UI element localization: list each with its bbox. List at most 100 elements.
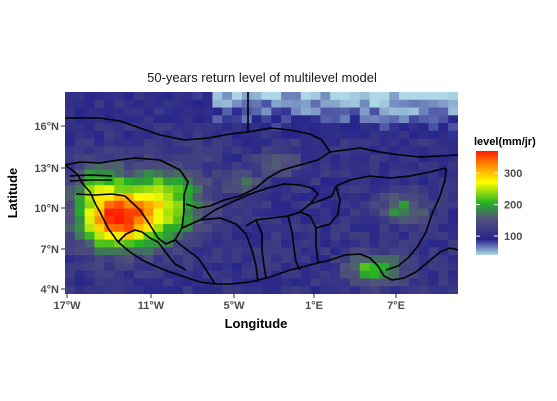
raster-cell xyxy=(241,208,253,217)
raster-cell xyxy=(143,224,155,233)
raster-cell xyxy=(369,262,380,272)
raster-cell xyxy=(123,231,135,241)
raster-cell xyxy=(133,216,145,225)
raster-cell xyxy=(202,216,213,225)
raster-cell xyxy=(271,262,282,272)
raster-cell xyxy=(290,193,302,202)
raster-cell xyxy=(418,177,430,186)
raster-cell xyxy=(300,200,312,210)
raster-cell xyxy=(448,247,458,256)
raster-cell xyxy=(74,177,86,186)
raster-cell xyxy=(359,161,371,171)
raster-cell xyxy=(408,231,420,241)
raster-cell xyxy=(192,146,204,155)
raster-cell xyxy=(261,146,272,155)
raster-cell xyxy=(65,107,76,116)
raster-cell xyxy=(369,224,380,233)
raster-cell xyxy=(320,224,331,233)
raster-cell xyxy=(448,270,458,280)
raster-cell xyxy=(379,107,390,116)
raster-cell xyxy=(300,92,312,101)
raster-cell xyxy=(94,154,105,163)
raster-cell xyxy=(418,286,430,294)
raster-cell xyxy=(310,138,322,147)
raster-cell xyxy=(192,123,204,132)
raster-cell xyxy=(310,270,322,280)
raster-cell xyxy=(418,278,430,287)
raster-cell xyxy=(281,270,292,280)
raster-cell xyxy=(143,247,155,256)
raster-cell xyxy=(143,200,155,210)
raster-cell xyxy=(399,231,410,241)
raster-cell xyxy=(330,286,341,294)
raster-cell xyxy=(251,169,263,179)
raster-cell xyxy=(123,185,135,194)
y-tick-label: 13°N xyxy=(34,163,59,175)
raster-cell xyxy=(65,185,76,194)
raster-cell xyxy=(114,92,125,101)
raster-cell xyxy=(290,138,302,147)
raster-cell xyxy=(192,177,204,186)
raster-cell xyxy=(408,255,420,264)
raster-cell xyxy=(349,255,361,264)
raster-cell xyxy=(251,115,263,124)
raster-cell xyxy=(74,193,86,202)
raster-cell xyxy=(84,247,96,256)
raster-cell xyxy=(84,208,96,217)
raster-cell xyxy=(408,154,420,163)
raster-cell xyxy=(123,138,135,147)
raster-cell xyxy=(202,92,213,101)
raster-cell xyxy=(241,154,253,163)
raster-cell xyxy=(408,286,420,294)
raster-cell xyxy=(173,247,184,256)
raster-cell xyxy=(349,193,361,202)
raster-cell xyxy=(261,161,272,171)
raster-cell xyxy=(202,270,213,280)
raster-cell xyxy=(379,231,390,241)
raster-cell xyxy=(251,200,263,210)
raster-cell xyxy=(438,154,449,163)
raster-cell xyxy=(143,278,155,287)
legend-tick-label: 100 xyxy=(504,231,522,243)
raster-cell xyxy=(320,161,331,171)
raster-cell xyxy=(349,216,361,225)
raster-cell xyxy=(251,123,263,132)
border-guinea-bissau xyxy=(75,193,126,197)
raster-cell xyxy=(379,154,390,163)
raster-cell xyxy=(251,107,263,116)
raster-cell xyxy=(163,146,174,155)
raster-cell xyxy=(65,255,76,264)
raster-cell xyxy=(359,177,371,186)
raster-cell xyxy=(359,224,371,233)
raster-cell xyxy=(418,107,430,116)
raster-cell xyxy=(359,92,371,101)
raster-cell xyxy=(182,154,194,163)
raster-cell xyxy=(271,154,282,163)
raster-cell xyxy=(84,161,96,171)
raster-cell xyxy=(271,115,282,124)
raster-cell xyxy=(418,99,430,109)
raster-cell xyxy=(340,247,351,256)
raster-cell xyxy=(261,92,272,101)
legend-title: level(mm/jr) xyxy=(474,136,536,148)
y-tick-label: 7°N xyxy=(41,244,60,256)
raster-cell xyxy=(232,208,243,217)
raster-cell xyxy=(379,123,390,132)
raster-cell xyxy=(438,138,449,147)
raster-cell xyxy=(340,123,351,132)
raster-cell xyxy=(418,247,430,256)
raster-cell xyxy=(163,278,174,287)
raster-cell xyxy=(359,123,371,132)
raster-cell xyxy=(271,231,282,241)
raster-cell xyxy=(251,185,263,194)
raster-cell xyxy=(114,177,125,186)
raster-cell xyxy=(212,278,223,287)
raster-cell xyxy=(448,169,458,179)
raster-cell xyxy=(438,193,449,202)
raster-cell xyxy=(330,92,341,101)
raster-cell xyxy=(379,193,390,202)
raster-cell xyxy=(173,255,184,264)
raster-cell xyxy=(123,208,135,217)
raster-cell xyxy=(65,239,76,248)
raster-cell xyxy=(143,255,155,264)
